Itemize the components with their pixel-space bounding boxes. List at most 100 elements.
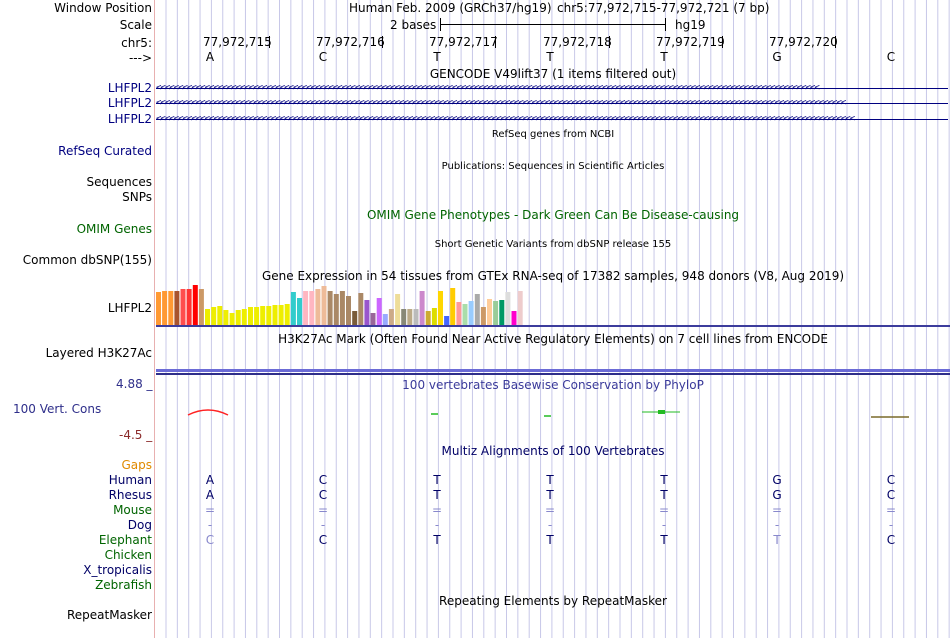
ruler-position: 77,972,719 <box>656 35 725 49</box>
gtex-tissue-bar[interactable] <box>241 309 247 325</box>
alignment-base: - <box>774 518 780 532</box>
gtex-tissue-bar[interactable] <box>260 306 266 325</box>
species-label-dog[interactable]: Dog <box>127 518 152 532</box>
gtex-tissue-bar[interactable] <box>499 300 505 325</box>
gtex-tissue-bar[interactable] <box>456 302 462 325</box>
alignment-base: G <box>772 488 782 502</box>
gtex-tissue-bar[interactable] <box>395 294 401 325</box>
gtex-tissue-bar[interactable] <box>413 309 419 325</box>
gtex-tissue-bar[interactable] <box>303 291 309 325</box>
sequences-track-label[interactable]: Sequences <box>86 175 152 189</box>
publications-track-title[interactable]: Publications: Sequences in Scientific Ar… <box>441 161 665 172</box>
conservation-track-label[interactable]: 100 Vert. Cons <box>13 402 102 416</box>
gtex-tissue-bar[interactable] <box>180 289 186 325</box>
gtex-tissue-bar[interactable] <box>284 304 290 325</box>
omim-track-title[interactable]: OMIM Gene Phenotypes - Dark Green Can Be… <box>366 208 740 222</box>
gtex-tissue-bar[interactable] <box>156 292 161 325</box>
gtex-tissue-bar[interactable] <box>254 307 260 325</box>
alignment-base: T <box>433 533 441 547</box>
gtex-tissue-bar[interactable] <box>211 307 217 325</box>
gencode-transcript-feature[interactable]: <<<<<<<<<<<<<<<<<<<<<<<<<<<<<<<<<<<<<<<<… <box>156 81 948 95</box>
gtex-tissue-bar[interactable] <box>364 300 370 325</box>
gtex-tissue-bar[interactable] <box>192 285 198 325</box>
gtex-tissue-bar[interactable] <box>339 291 345 325</box>
gencode-item-label[interactable]: LHFPL2 <box>107 112 152 126</box>
h3k27ac-track-label[interactable]: Layered H3K27Ac <box>45 346 152 360</box>
gtex-tissue-bar[interactable] <box>217 306 223 325</box>
gtex-tissue-bar[interactable] <box>468 301 474 325</box>
snps-track-label[interactable]: SNPs <box>122 190 152 204</box>
gtex-tissue-bar[interactable] <box>376 298 382 325</box>
species-label-rhesus[interactable]: Rhesus <box>108 488 152 502</box>
species-label-chicken[interactable]: Chicken <box>104 548 152 562</box>
gtex-tissue-bar[interactable] <box>321 286 327 325</box>
species-label-mouse[interactable]: Mouse <box>113 503 152 517</box>
gtex-tissue-bar[interactable] <box>186 289 192 325</box>
gtex-tissue-bar[interactable] <box>327 291 333 325</box>
gtex-tissue-bar[interactable] <box>419 291 425 325</box>
gtex-tissue-bar[interactable] <box>407 309 413 325</box>
gtex-tissue-bar[interactable] <box>425 311 431 325</box>
gtex-tissue-bar[interactable] <box>290 292 296 325</box>
gtex-track-title[interactable]: Gene Expression in 54 tissues from GTEx … <box>261 269 845 283</box>
gtex-tissue-bar[interactable] <box>229 313 235 325</box>
gtex-tissue-bar[interactable] <box>235 310 241 325</box>
repeatmasker-track-title[interactable]: Repeating Elements by RepeatMasker <box>439 594 667 608</box>
dbsnp-track-title[interactable]: Short Genetic Variants from dbSNP releas… <box>434 239 672 250</box>
species-label-zebrafish[interactable]: Zebrafish <box>95 578 152 592</box>
repeatmasker-track-label[interactable]: RepeatMasker <box>66 608 152 622</box>
gtex-tissue-bar[interactable] <box>168 291 174 325</box>
gtex-tissue-bar[interactable] <box>487 299 492 325</box>
gtex-tissue-bar[interactable] <box>401 309 407 325</box>
gtex-tissue-bar[interactable] <box>462 304 468 325</box>
gtex-tissue-bar[interactable] <box>162 291 168 325</box>
gencode-item-label[interactable]: LHFPL2 <box>107 96 152 110</box>
gtex-tissue-bar[interactable] <box>438 291 443 325</box>
multiz-track-title[interactable]: Multiz Alignments of 100 Vertebrates <box>441 444 665 458</box>
gtex-tissue-bar[interactable] <box>480 307 486 325</box>
gtex-tissue-bar[interactable] <box>174 291 180 325</box>
alignment-base: T <box>660 473 668 487</box>
gencode-track-title[interactable]: GENCODE V49lift37 (1 items filtered out) <box>429 67 677 81</box>
conservation-track-title[interactable]: 100 vertebrates Basewise Conservation by… <box>402 378 704 392</box>
gtex-tissue-bar[interactable] <box>266 306 272 325</box>
gtex-tissue-bar[interactable] <box>272 305 278 325</box>
refseq-track-label[interactable]: RefSeq Curated <box>58 144 152 158</box>
gtex-tissue-bar[interactable] <box>370 313 376 325</box>
gtex-tissue-bar[interactable] <box>248 307 253 325</box>
gtex-tissue-bar[interactable] <box>223 310 229 325</box>
gtex-gene-label[interactable]: LHFPL2 <box>107 301 152 315</box>
gtex-tissue-bar[interactable] <box>493 301 499 325</box>
gtex-tissue-bar[interactable] <box>198 289 204 325</box>
gencode-transcript-feature[interactable]: <<<<<<<<<<<<<<<<<<<<<<<<<<<<<<<<<<<<<<<<… <box>156 112 948 126</box>
alignment-base: T <box>433 473 441 487</box>
refseq-track-title[interactable]: RefSeq genes from NCBI <box>491 129 615 140</box>
gtex-tissue-bar[interactable] <box>388 309 394 325</box>
omim-track-label[interactable]: OMIM Genes <box>76 222 152 236</box>
species-label-human[interactable]: Human <box>108 473 152 487</box>
gencode-transcript-feature[interactable]: <<<<<<<<<<<<<<<<<<<<<<<<<<<<<<<<<<<<<<<<… <box>156 96 948 110</box>
gtex-tissue-bar[interactable] <box>431 308 437 325</box>
gtex-tissue-bar[interactable] <box>505 292 511 325</box>
gtex-tissue-bar[interactable] <box>346 296 351 325</box>
gtex-tissue-bar[interactable] <box>474 294 480 325</box>
gtex-tissue-bar[interactable] <box>309 291 315 325</box>
h3k27ac-track-title[interactable]: H3K27Ac Mark (Often Found Near Active Re… <box>278 332 828 346</box>
gtex-tissue-bar[interactable] <box>352 311 358 325</box>
gtex-tissue-bar[interactable] <box>450 288 456 325</box>
gtex-tissue-bar[interactable] <box>517 291 523 325</box>
gtex-tissue-bar[interactable] <box>358 293 364 325</box>
gtex-tissue-bar[interactable] <box>511 311 517 325</box>
species-label-elephant[interactable]: Elephant <box>98 533 152 547</box>
species-label-xtropicalis[interactable]: X_tropicalis <box>83 563 152 577</box>
gtex-tissue-bar[interactable] <box>205 309 210 325</box>
gtex-expression-barchart[interactable] <box>156 283 536 326</box>
gtex-tissue-bar[interactable] <box>297 298 302 325</box>
gtex-tissue-bar[interactable] <box>315 289 321 325</box>
gtex-tissue-bar[interactable] <box>333 294 339 325</box>
gtex-tissue-bar[interactable] <box>444 316 450 325</box>
gencode-item-label[interactable]: LHFPL2 <box>107 81 152 95</box>
gtex-tissue-bar[interactable] <box>278 305 284 325</box>
dbsnp-track-label[interactable]: Common dbSNP(155) <box>22 253 152 267</box>
gtex-tissue-bar[interactable] <box>382 314 388 325</box>
